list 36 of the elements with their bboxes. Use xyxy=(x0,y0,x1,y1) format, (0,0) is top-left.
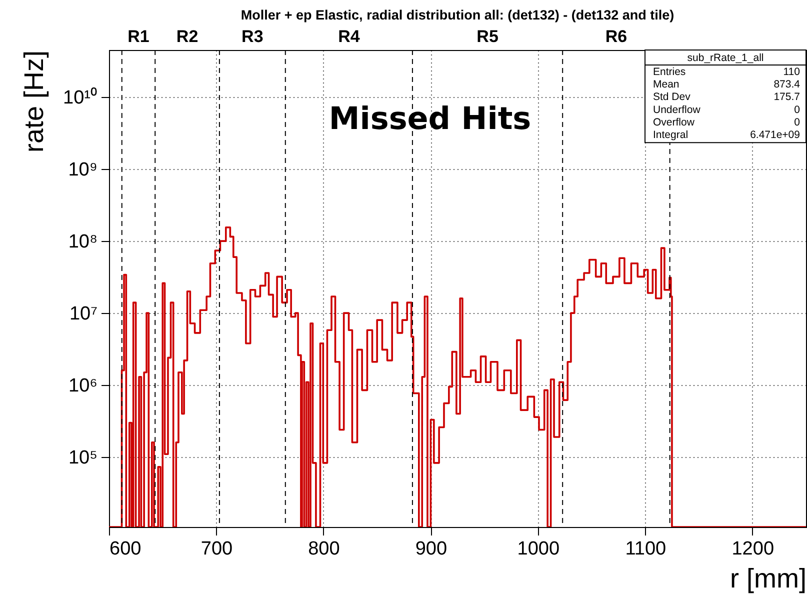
text: R1 xyxy=(128,27,150,46)
annotation: Missed Hits xyxy=(328,101,532,137)
y-tick-label: 10⁸ xyxy=(68,232,98,253)
x-tick-label: 1100 xyxy=(625,538,666,560)
x-tick-label: 600 xyxy=(110,538,142,560)
annotation: 0 xyxy=(794,104,800,116)
text: R3 xyxy=(242,27,264,46)
annotation: Overflow xyxy=(653,116,695,128)
y-tick-label: 10⁵ xyxy=(68,448,98,469)
x-tick-label: 700 xyxy=(200,538,233,560)
y-tick-label: 10⁷ xyxy=(69,304,98,325)
y-tick-label: 10⁹ xyxy=(68,160,98,181)
x-tick-label: 1000 xyxy=(517,538,560,560)
annotation: Std Dev xyxy=(653,91,692,104)
chart-title: Moller + ep Elastic, radial distribution all: (det132) - (det132 and tile) xyxy=(240,8,674,22)
y-tick-label: 10¹⁰ xyxy=(63,86,98,109)
annotation: Entries xyxy=(653,66,686,78)
annotation: 110 xyxy=(783,66,800,78)
text: R5 xyxy=(476,27,498,46)
annotation: 873.4 xyxy=(774,78,800,91)
annotation: Integral xyxy=(653,129,688,141)
text: R4 xyxy=(338,27,360,46)
y-axis-title: rate [Hz] xyxy=(19,50,50,153)
annotation: 175.7 xyxy=(774,91,800,104)
annotation: Mean xyxy=(653,78,680,91)
text: R6 xyxy=(605,27,628,46)
annotation: 6.471e+09 xyxy=(750,129,800,141)
y-tick-label: 10⁶ xyxy=(68,376,98,397)
annotation: 0 xyxy=(794,116,800,128)
annotation: Underflow xyxy=(653,104,701,116)
text: R2 xyxy=(176,27,198,46)
x-tick-label: 1200 xyxy=(732,538,774,560)
x-tick-label: 900 xyxy=(415,538,448,560)
annotation: sub_rRate_1_all xyxy=(687,52,764,64)
x-axis-title: r [mm] xyxy=(730,564,806,594)
x-tick-label: 800 xyxy=(308,538,340,560)
